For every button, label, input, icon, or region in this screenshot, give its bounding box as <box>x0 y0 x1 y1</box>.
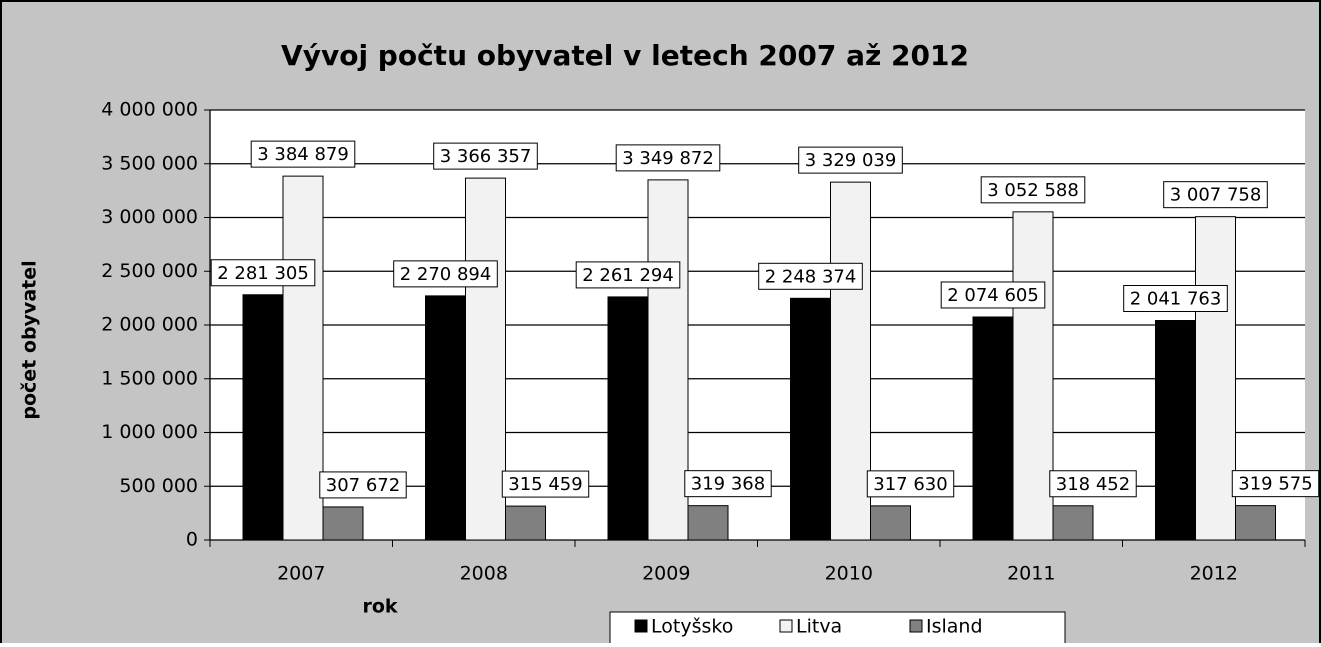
data-label: 3 384 879 <box>257 144 349 165</box>
data-label-box <box>1123 285 1228 313</box>
y-tick-label: 1 000 000 <box>101 421 198 443</box>
bar <box>687 505 729 541</box>
legend-label: Island <box>926 616 983 638</box>
data-label-box <box>393 260 498 288</box>
legend-marker <box>909 619 923 633</box>
bar <box>607 296 649 541</box>
data-label-box <box>798 146 903 174</box>
data-label-box <box>250 140 356 168</box>
bar <box>1052 505 1094 541</box>
x-tick-label: 2008 <box>460 563 508 585</box>
data-label-box <box>433 142 538 170</box>
y-tick-label: 0 <box>186 529 198 551</box>
data-label: 315 459 <box>508 474 582 495</box>
y-tick-label: 2 000 000 <box>101 314 198 336</box>
y-tick-label: 1 500 000 <box>101 367 198 389</box>
data-label-box <box>575 261 681 289</box>
data-label: 3 052 588 <box>987 180 1079 201</box>
data-label: 2 270 894 <box>400 264 492 285</box>
data-label: 3 366 357 <box>440 146 532 167</box>
y-tick-label: 3 000 000 <box>101 206 198 228</box>
legend-label: Lotyšsko <box>651 616 733 638</box>
data-label-box <box>980 176 1086 204</box>
data-label: 2 281 305 <box>217 263 309 284</box>
bar <box>1195 216 1236 541</box>
bar <box>282 175 324 541</box>
data-label: 3 349 872 <box>622 148 714 169</box>
data-label-box <box>1163 181 1268 209</box>
data-label: 3 329 039 <box>805 150 897 171</box>
legend-marker <box>779 619 793 633</box>
bar <box>322 506 364 541</box>
data-label-box <box>866 470 955 498</box>
bar <box>1235 505 1276 541</box>
bar <box>870 505 911 541</box>
data-label-box <box>684 470 772 498</box>
legend-box <box>609 611 1066 647</box>
data-label: 307 672 <box>326 475 400 496</box>
x-tick-label: 2009 <box>642 563 690 585</box>
bar <box>1012 211 1054 541</box>
bar <box>790 297 831 541</box>
data-label: 318 452 <box>1056 474 1130 495</box>
bar <box>647 179 689 541</box>
data-label-box <box>210 259 316 287</box>
data-label-box <box>1231 470 1320 498</box>
data-label: 317 630 <box>873 474 947 495</box>
bar <box>425 295 466 541</box>
x-tick-label: 2012 <box>1190 563 1238 585</box>
data-label-box <box>1049 470 1137 498</box>
data-label-box <box>501 470 590 498</box>
data-label-box <box>615 144 721 172</box>
x-tick-label: 2010 <box>825 563 873 585</box>
bar <box>830 181 871 541</box>
data-label: 3 007 758 <box>1170 185 1262 206</box>
y-tick-label: 4 000 000 <box>101 99 198 121</box>
legend-marker <box>634 619 648 633</box>
data-label-box <box>940 281 1046 309</box>
bar <box>972 316 1014 541</box>
data-label: 2 261 294 <box>582 265 674 286</box>
bar <box>1155 320 1196 541</box>
bar <box>242 294 284 541</box>
y-tick-label: 3 500 000 <box>101 152 198 174</box>
data-label-box <box>758 262 863 290</box>
x-axis-label: rok <box>362 596 397 618</box>
bar <box>505 505 546 541</box>
chart-title: Vývoj počtu obyvatel v letech 2007 až 20… <box>281 39 969 72</box>
data-label: 2 074 605 <box>947 285 1039 306</box>
data-label-box <box>319 471 407 499</box>
y-tick-label: 2 500 000 <box>101 260 198 282</box>
data-label: 2 248 374 <box>765 266 857 287</box>
bar <box>465 177 506 541</box>
y-axis-label: počet obyvatel <box>19 260 41 419</box>
x-tick-label: 2011 <box>1007 563 1055 585</box>
legend-label: Litva <box>796 616 842 638</box>
x-tick-label: 2007 <box>277 563 325 585</box>
data-label: 319 575 <box>1238 474 1312 495</box>
data-label: 2 041 763 <box>1130 289 1222 310</box>
y-tick-label: 500 000 <box>119 475 198 497</box>
data-label: 319 368 <box>691 474 765 495</box>
